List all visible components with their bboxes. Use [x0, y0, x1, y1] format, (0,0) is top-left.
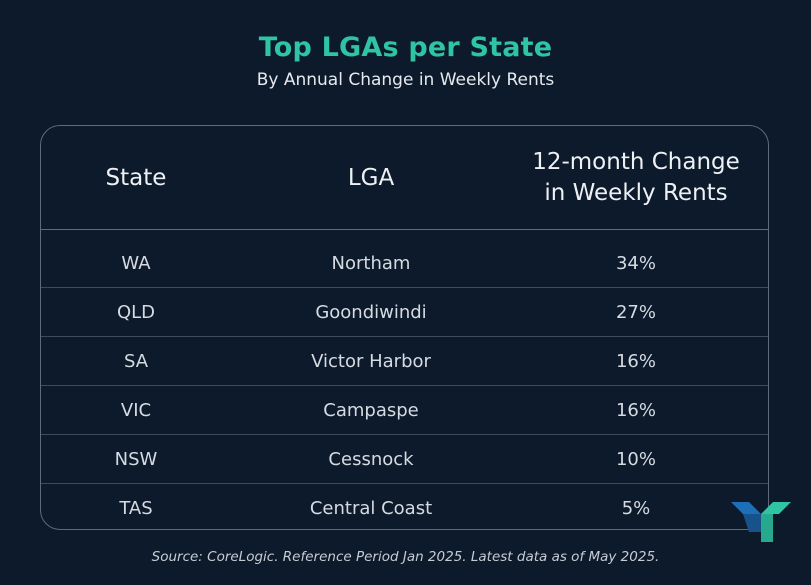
- logo-shape-blue: [731, 502, 761, 514]
- table-row: VIC Campaspe 16%: [41, 386, 768, 435]
- cell-change: 34%: [615, 253, 656, 274]
- cell-state: NSW: [114, 449, 158, 470]
- cell-change: 16%: [615, 400, 656, 421]
- cell-lga: Cessnock: [328, 449, 414, 470]
- cell-change: 27%: [615, 302, 656, 323]
- table-row: NSW Cessnock 10%: [41, 435, 768, 484]
- logo-shape-teal-stem: [761, 514, 773, 542]
- cell-change: 5%: [621, 498, 651, 519]
- source-note: Source: CoreLogic. Reference Period Jan …: [151, 549, 660, 565]
- brand-logo-icon: [731, 502, 791, 542]
- cell-lga: Central Coast: [309, 498, 433, 519]
- cell-state: TAS: [119, 498, 153, 519]
- column-header-lga: LGA: [347, 164, 395, 191]
- logo-shape-teal: [761, 502, 791, 514]
- column-header-state: State: [105, 164, 167, 191]
- table-row: QLD Goondiwindi 27%: [41, 288, 768, 337]
- cell-state: SA: [123, 351, 149, 372]
- column-header-change: 12-month Change in Weekly Rents: [532, 149, 740, 206]
- cell-state: WA: [121, 253, 151, 274]
- page-subtitle: By Annual Change in Weekly Rents: [256, 70, 555, 90]
- table-row: WA Northam 34%: [41, 239, 768, 288]
- cell-lga: Northam: [331, 253, 411, 274]
- table-row: TAS Central Coast 5%: [41, 484, 768, 533]
- rents-table: State LGA 12-month Change in Weekly Rent…: [40, 125, 769, 530]
- cell-state: QLD: [116, 302, 156, 323]
- cell-state: VIC: [120, 400, 152, 421]
- cell-lga: Victor Harbor: [311, 351, 431, 372]
- cell-change: 10%: [615, 449, 656, 470]
- table-header-row: State LGA 12-month Change in Weekly Rent…: [41, 126, 768, 230]
- page-title: Top LGAs per State: [258, 32, 553, 63]
- cell-lga: Goondiwindi: [315, 302, 427, 323]
- cell-change: 16%: [615, 351, 656, 372]
- logo-shape-blue-stem: [743, 514, 761, 532]
- table-row: SA Victor Harbor 16%: [41, 337, 768, 386]
- cell-lga: Campaspe: [323, 400, 419, 421]
